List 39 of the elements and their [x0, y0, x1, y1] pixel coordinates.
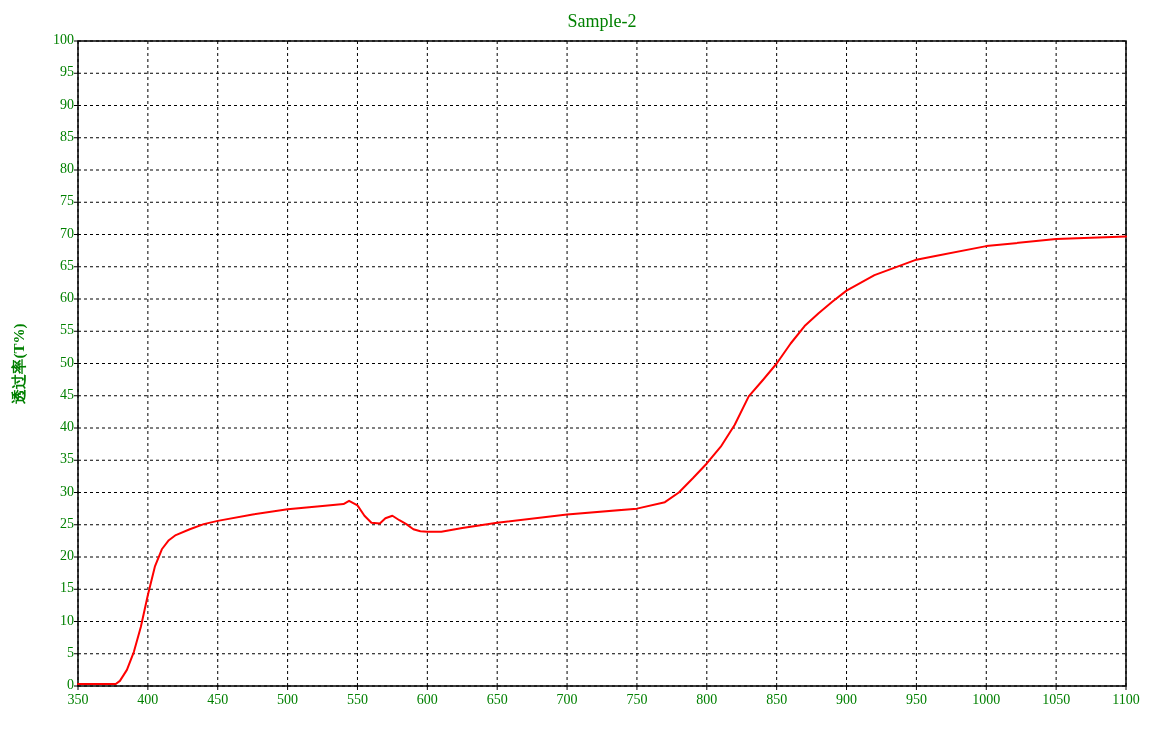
x-tick-label: 450 [207, 692, 229, 707]
x-tick-label: 800 [696, 692, 718, 707]
x-tick-label: 750 [626, 692, 648, 707]
x-tick-label: 550 [346, 692, 368, 707]
y-tick-label: 95 [60, 64, 74, 80]
y-tick-label: 20 [60, 548, 74, 563]
y-tick-label: 15 [60, 580, 74, 596]
y-tick-label: 80 [60, 161, 74, 176]
x-tick-label: 650 [486, 692, 508, 707]
y-tick-label: 100 [53, 32, 74, 47]
y-tick-label: 50 [60, 354, 74, 370]
y-tick-label: 85 [60, 128, 74, 144]
y-tick-label: 10 [60, 612, 74, 628]
y-tick-label: 75 [60, 193, 74, 209]
y-tick-label: 65 [60, 257, 74, 273]
x-tick-label: 400 [137, 692, 159, 707]
x-tick-label: 1000 [972, 692, 1001, 707]
y-tick-label: 30 [60, 483, 74, 499]
y-tick-label: 5 [67, 644, 74, 660]
x-tick-label: 700 [556, 692, 578, 707]
y-tick-label: 70 [60, 225, 74, 241]
x-tick-label: 1050 [1042, 692, 1071, 707]
y-tick-label: 40 [60, 419, 74, 434]
x-tick-label: 900 [836, 692, 858, 707]
chart-title: Sample-2 [567, 11, 637, 31]
x-tick-label: 950 [905, 692, 927, 707]
y-tick-label: 35 [60, 451, 74, 467]
x-tick-label: 350 [67, 692, 89, 707]
x-tick-label: 850 [766, 692, 788, 707]
x-tick-label: 600 [416, 692, 438, 707]
y-tick-label: 45 [60, 386, 74, 402]
x-tick-label: 500 [277, 692, 299, 707]
x-tick-label: 1100 [1112, 692, 1140, 707]
y-tick-label: 0 [67, 677, 74, 692]
y-tick-label: 25 [60, 515, 74, 531]
y-axis-title: 透过率(T%) [10, 323, 28, 405]
y-tick-label: 60 [60, 290, 74, 305]
y-tick-label: 90 [60, 96, 74, 112]
y-tick-label: 55 [60, 322, 74, 338]
